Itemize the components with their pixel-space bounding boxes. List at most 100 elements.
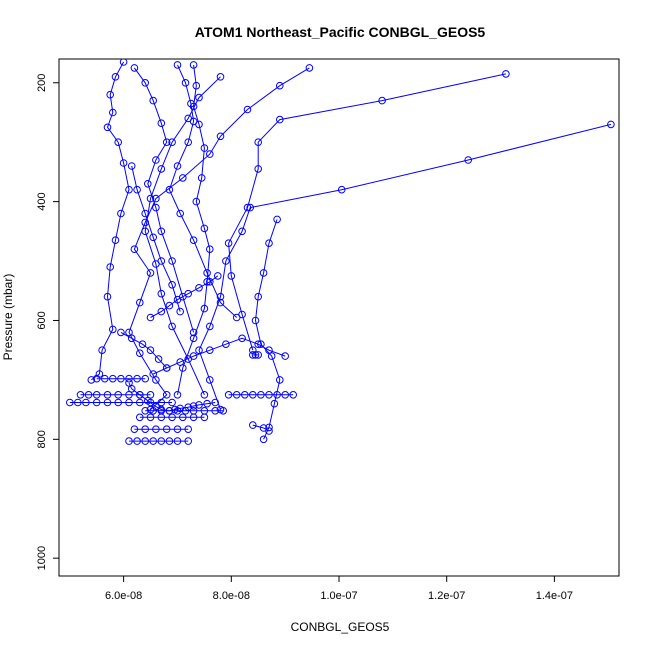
- plot-data: [66, 59, 615, 445]
- data-point: [162, 138, 171, 146]
- data-point: [146, 313, 155, 322]
- data-point: [168, 257, 176, 265]
- data-point: [173, 391, 182, 399]
- data-point: [200, 391, 209, 399]
- data-point: [254, 138, 263, 146]
- data-point: [103, 123, 112, 132]
- data-point: [195, 93, 203, 102]
- data-point: [203, 269, 211, 277]
- data-point: [92, 391, 101, 399]
- data-point: [152, 425, 160, 434]
- data-point: [206, 346, 214, 355]
- data-point: [181, 407, 190, 415]
- data-point: [222, 257, 230, 265]
- data-point: [195, 346, 203, 355]
- data-point: [173, 162, 182, 170]
- data-point: [173, 407, 182, 415]
- data-point: [144, 180, 152, 188]
- data-point: [146, 194, 155, 203]
- data-point: [133, 437, 141, 445]
- data-point: [232, 391, 241, 399]
- data-point: [276, 81, 284, 90]
- series-line: [254, 219, 281, 440]
- data-point: [249, 421, 257, 429]
- data-point: [173, 425, 182, 434]
- data-point: [254, 351, 263, 359]
- y-tick-label: 400: [36, 192, 48, 210]
- x-axis: 6.0e-08 8.0e-08 1.0e-07 1.2e-07 1.4e-07: [105, 576, 573, 602]
- data-point: [179, 413, 187, 422]
- data-point: [222, 340, 230, 349]
- data-point: [197, 174, 206, 182]
- data-point: [119, 159, 128, 167]
- data-point: [187, 99, 195, 108]
- data-point: [141, 437, 149, 445]
- data-point: [119, 59, 128, 66]
- data-point: [281, 352, 290, 360]
- data-point: [106, 263, 114, 271]
- data-point: [136, 391, 144, 399]
- data-point: [200, 224, 209, 233]
- data-point: [176, 307, 184, 316]
- data-point: [265, 427, 273, 435]
- data-point: [189, 61, 198, 69]
- x-tick-label: 1.0e-07: [320, 590, 357, 602]
- data-point: [246, 203, 254, 212]
- data-point: [165, 437, 174, 445]
- data-point: [106, 90, 114, 99]
- y-axis-label: Pressure (mbar): [1, 274, 15, 361]
- data-point: [206, 376, 214, 384]
- data-point: [141, 227, 149, 236]
- series-line: [128, 382, 216, 412]
- data-point: [176, 358, 184, 366]
- data-point: [464, 156, 473, 164]
- data-point: [157, 307, 166, 316]
- data-point: [189, 334, 198, 343]
- data-point: [227, 272, 236, 280]
- data-point: [103, 292, 112, 301]
- data-point: [146, 269, 155, 277]
- data-point: [149, 370, 157, 378]
- data-point: [82, 398, 90, 407]
- data-point: [117, 209, 125, 218]
- data-point: [146, 413, 155, 422]
- data-point: [238, 227, 246, 236]
- data-point: [127, 385, 136, 393]
- data-point: [141, 209, 149, 218]
- data-point: [337, 185, 346, 194]
- y-tick-label: 800: [36, 430, 48, 448]
- data-point: [276, 115, 284, 124]
- data-point: [189, 413, 198, 422]
- data-point: [157, 165, 166, 173]
- data-point: [141, 79, 149, 87]
- data-point: [265, 239, 273, 247]
- data-point: [200, 413, 209, 422]
- data-point: [138, 340, 147, 349]
- data-point: [98, 346, 106, 355]
- data-point: [607, 120, 615, 129]
- data-point: [109, 374, 117, 383]
- data-point: [254, 340, 263, 349]
- data-point: [133, 374, 141, 383]
- data-point: [206, 322, 214, 331]
- x-tick-label: 1.2e-07: [428, 590, 465, 602]
- data-point: [130, 425, 139, 434]
- data-point: [125, 398, 133, 407]
- data-point: [149, 407, 157, 415]
- data-point: [136, 298, 144, 307]
- data-point: [289, 391, 298, 399]
- data-point: [92, 374, 101, 383]
- data-point: [257, 391, 265, 399]
- data-point: [203, 399, 211, 408]
- data-point: [117, 328, 125, 337]
- data-point: [249, 391, 257, 399]
- data-point: [211, 407, 219, 415]
- data-point: [103, 398, 112, 407]
- data-point: [211, 398, 219, 407]
- data-point: [146, 398, 155, 407]
- data-point: [195, 401, 203, 409]
- data-point: [216, 298, 225, 307]
- data-point: [259, 435, 268, 444]
- series-line: [120, 331, 168, 369]
- data-point: [206, 278, 214, 286]
